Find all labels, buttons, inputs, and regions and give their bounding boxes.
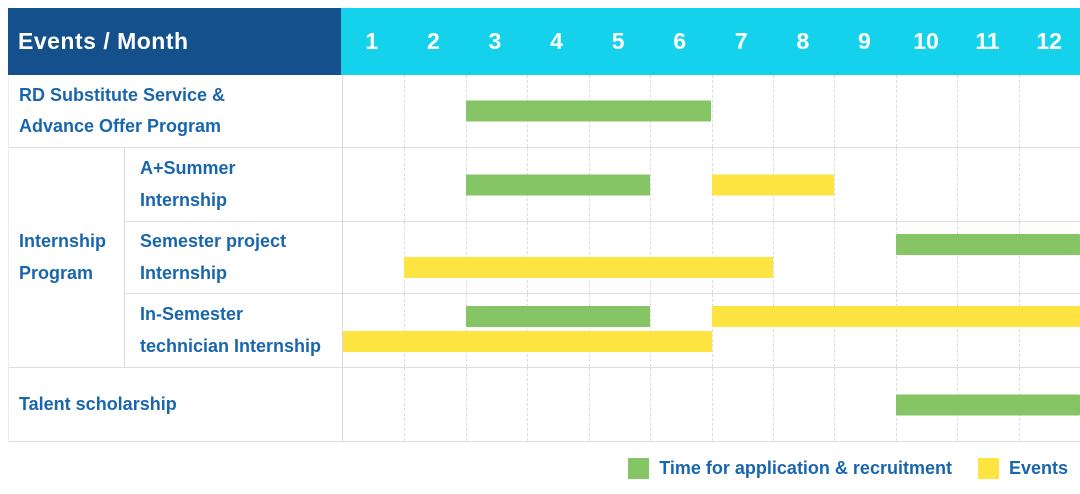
bar-application (465, 100, 712, 122)
legend-label: Time for application & recruitment (659, 457, 952, 478)
row-label: Talent scholarship (9, 368, 342, 442)
month-gridline (957, 222, 959, 293)
month-gridline (834, 294, 836, 367)
month-label: 10 (913, 28, 939, 54)
month-gridline (1018, 222, 1020, 293)
legend-swatch-application (628, 457, 650, 479)
month-gridline (834, 368, 836, 441)
chart-row (342, 75, 1080, 148)
month-gridline (404, 368, 406, 441)
bar-application (895, 394, 1080, 415)
bar-events (711, 174, 835, 195)
row-label: Semester project Internship (125, 222, 342, 294)
legend: Time for application & recruitment Events (0, 442, 1068, 494)
month-gridline (404, 148, 406, 221)
month-gridline (1018, 75, 1020, 147)
month-gridline (772, 75, 774, 147)
month-gridline (711, 75, 713, 147)
table-body: RD Substitute Service & Advance Offer Pr… (8, 75, 1080, 442)
bar-events (404, 257, 773, 278)
month-gridline (895, 75, 897, 147)
month-gridline (895, 148, 897, 221)
events-month-header: Events / Month (8, 8, 341, 75)
month-gridline (404, 75, 406, 147)
month-gridline (1018, 294, 1020, 367)
chart-row (342, 222, 1080, 294)
month-gridline (772, 222, 774, 293)
month-gridline (957, 75, 959, 147)
month-label: 12 (1036, 28, 1062, 54)
schedule-table: Events / Month 1 2 3 4 5 6 7 8 9 10 11 12 RD Substi… (8, 8, 1080, 442)
month-label: 11 (975, 28, 1000, 54)
legend-swatch-events (977, 457, 999, 479)
legend-item: Events (977, 457, 1068, 479)
month-gridline (527, 368, 529, 441)
chart-row (342, 294, 1080, 368)
month-gridline (834, 75, 836, 147)
month-label: 1 (365, 28, 379, 54)
month-gridline (650, 148, 652, 221)
chart-row (342, 148, 1080, 222)
month-header-strip: 1 2 3 4 5 6 7 8 9 10 11 12 (341, 8, 1080, 75)
legend-item: Time for application & recruitment (628, 457, 952, 479)
row-label: RD Substitute Service & Advance Offer Pr… (9, 75, 342, 148)
month-gridline (895, 222, 897, 293)
bar-events (343, 331, 712, 352)
bar-application (465, 174, 651, 195)
month-gridline (834, 222, 836, 293)
month-gridline (772, 294, 774, 367)
legend-label: Events (1008, 457, 1068, 478)
group-label: Internship Program (9, 148, 125, 368)
month-gridline (957, 148, 959, 221)
chart-row (342, 368, 1080, 442)
row-label: A+Summer Internship (125, 148, 342, 222)
month-gridline (772, 368, 774, 441)
month-gridline (465, 368, 467, 441)
bar-application (465, 306, 651, 327)
month-gridline (650, 368, 652, 441)
month-gridline (957, 294, 959, 367)
month-label: 2 (426, 28, 440, 54)
month-label: 4 (550, 28, 563, 54)
month-gridline (711, 368, 713, 441)
month-gridline (711, 294, 713, 367)
month-label: 6 (673, 28, 687, 54)
bar-events (711, 306, 1080, 327)
month-gridline (895, 294, 897, 367)
month-gridline (588, 368, 590, 441)
month-label: 5 (611, 28, 625, 54)
month-label: 9 (858, 28, 871, 54)
row-label: In-Semester technician Internship (125, 294, 342, 368)
month-label: 8 (796, 28, 810, 54)
month-label: 7 (734, 28, 748, 54)
month-gridline (834, 148, 836, 221)
month-gridline (1018, 148, 1020, 221)
month-label: 3 (488, 28, 502, 54)
bar-application (895, 234, 1080, 255)
table-header-row: Events / Month 1 2 3 4 5 6 7 8 9 10 11 12 (8, 8, 1080, 75)
